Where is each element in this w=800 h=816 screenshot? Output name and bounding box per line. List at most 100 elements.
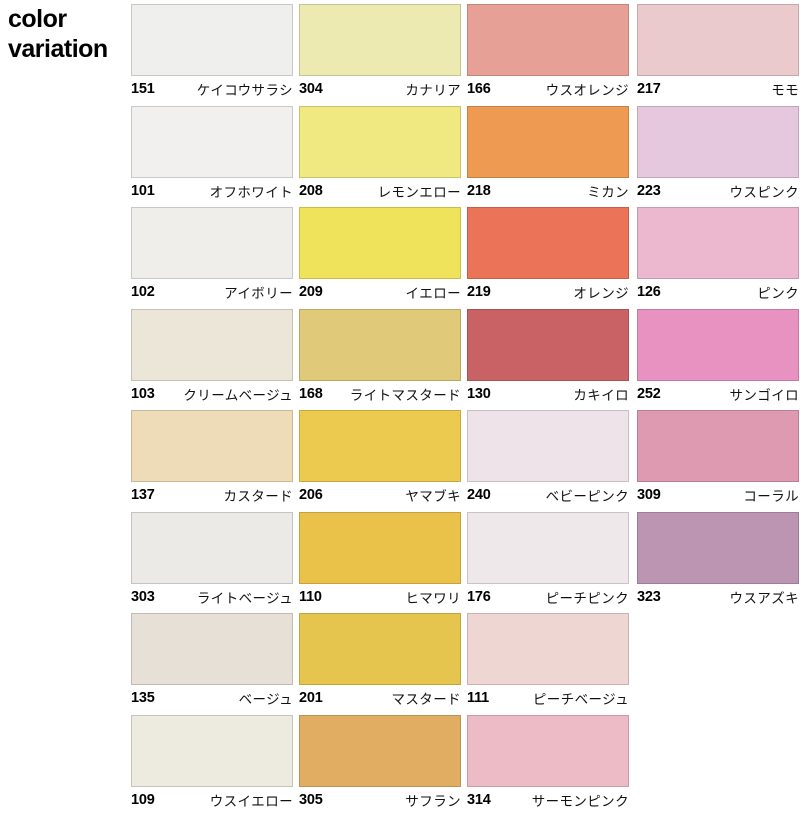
color-chip-219[interactable] [467, 207, 629, 279]
swatch-cell-126[interactable]: 126 ピンク [637, 207, 799, 309]
color-chip-126[interactable] [637, 207, 799, 279]
color-chip-103[interactable] [131, 309, 293, 381]
swatch-code: 323 [637, 589, 661, 605]
color-chip-151[interactable] [131, 4, 293, 76]
color-chip-166[interactable] [467, 4, 629, 76]
swatch-name: ヒマワリ [405, 587, 461, 607]
swatch-label: 135 ベージュ [131, 686, 293, 710]
color-chip-309[interactable] [637, 410, 799, 482]
swatch-label: 126 ピンク [637, 280, 799, 304]
swatch-name: オレンジ [573, 282, 629, 302]
swatch-code: 217 [637, 81, 661, 97]
swatch-code: 130 [467, 386, 491, 402]
swatch-name: クリームベージュ [183, 384, 293, 404]
color-chip-137[interactable] [131, 410, 293, 482]
color-chip-323[interactable] [637, 512, 799, 584]
swatch-name: ベージュ [239, 688, 293, 708]
color-chip-252[interactable] [637, 309, 799, 381]
swatch-code: 209 [299, 284, 323, 300]
color-chip-208[interactable] [299, 106, 461, 178]
color-chip-111[interactable] [467, 613, 629, 685]
swatch-cell-103[interactable]: 103 クリームベージュ [131, 309, 293, 411]
swatch-name: ライトベージュ [197, 587, 293, 607]
swatch-code: 135 [131, 690, 155, 706]
color-chip-130[interactable] [467, 309, 629, 381]
color-chip-304[interactable] [299, 4, 461, 76]
color-chip-135[interactable] [131, 613, 293, 685]
swatch-cell-209[interactable]: 209 イエロー [299, 207, 461, 309]
color-chip-102[interactable] [131, 207, 293, 279]
swatch-code: 218 [467, 183, 491, 199]
swatch-cell-110[interactable]: 110 ヒマワリ [299, 512, 461, 614]
swatch-code: 201 [299, 690, 323, 706]
swatch-code: 103 [131, 386, 155, 402]
swatch-cell-135[interactable]: 135 ベージュ [131, 613, 293, 715]
swatch-name: ピーチベージュ [533, 688, 629, 708]
swatch-name: ウスアズキ [730, 587, 800, 607]
color-chip-110[interactable] [299, 512, 461, 584]
swatch-code: 126 [637, 284, 661, 300]
color-chip-305[interactable] [299, 715, 461, 787]
color-chip-217[interactable] [637, 4, 799, 76]
swatch-name: イエロー [406, 282, 461, 302]
swatch-name: ケイコウサラシ [197, 79, 293, 99]
color-chip-109[interactable] [131, 715, 293, 787]
color-chip-303[interactable] [131, 512, 293, 584]
color-chip-168[interactable] [299, 309, 461, 381]
swatch-name: ピンク [757, 282, 799, 302]
color-chip-314[interactable] [467, 715, 629, 787]
color-chip-101[interactable] [131, 106, 293, 178]
color-chip-206[interactable] [299, 410, 461, 482]
color-chip-223[interactable] [637, 106, 799, 178]
page-title: color variation [8, 4, 128, 64]
swatch-code: 208 [299, 183, 323, 199]
color-chip-176[interactable] [467, 512, 629, 584]
color-chip-240[interactable] [467, 410, 629, 482]
color-chip-209[interactable] [299, 207, 461, 279]
swatch-name: ベビーピンク [546, 485, 629, 505]
swatch-cell-323[interactable]: 323 ウスアズキ [637, 512, 799, 614]
color-chip-201[interactable] [299, 613, 461, 685]
swatch-code: 110 [299, 589, 322, 605]
color-chip-218[interactable] [467, 106, 629, 178]
swatch-name: コーラル [743, 485, 799, 505]
